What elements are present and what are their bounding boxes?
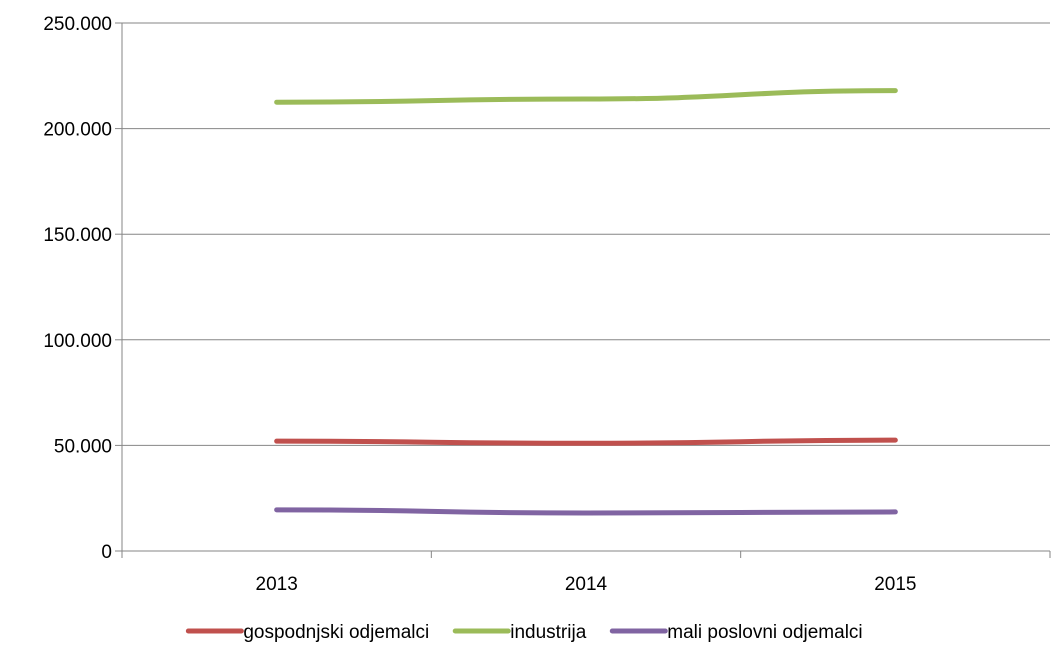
gridlines [122,22,1050,446]
series-lines [274,88,898,516]
legend-label: gospodnjski odjemalci [243,622,429,643]
x-tick-label: 2013 [256,574,298,595]
y-tick-label: 100.000 [43,331,112,352]
x-tick-label: 2015 [874,574,916,595]
axes: 0 50.000 100.000 150.000 200.000 250.000 2013 2… [43,14,1051,595]
series-line [274,507,898,516]
y-tick-label: 0 [101,542,112,563]
legend-label: mali poslovni odjemalci [667,622,862,643]
y-tick-label: 250.000 [43,14,112,35]
legend-label: industrija [510,622,586,643]
series-line [274,437,898,446]
series-line [274,88,898,105]
legend: gospodnjski odjemalci industrija mali posl… [185,622,863,643]
x-tick-label: 2014 [565,574,608,595]
y-tick-label: 50.000 [54,436,112,457]
y-tick-label: 150.000 [43,225,112,246]
y-tick-label: 200.000 [43,120,112,141]
